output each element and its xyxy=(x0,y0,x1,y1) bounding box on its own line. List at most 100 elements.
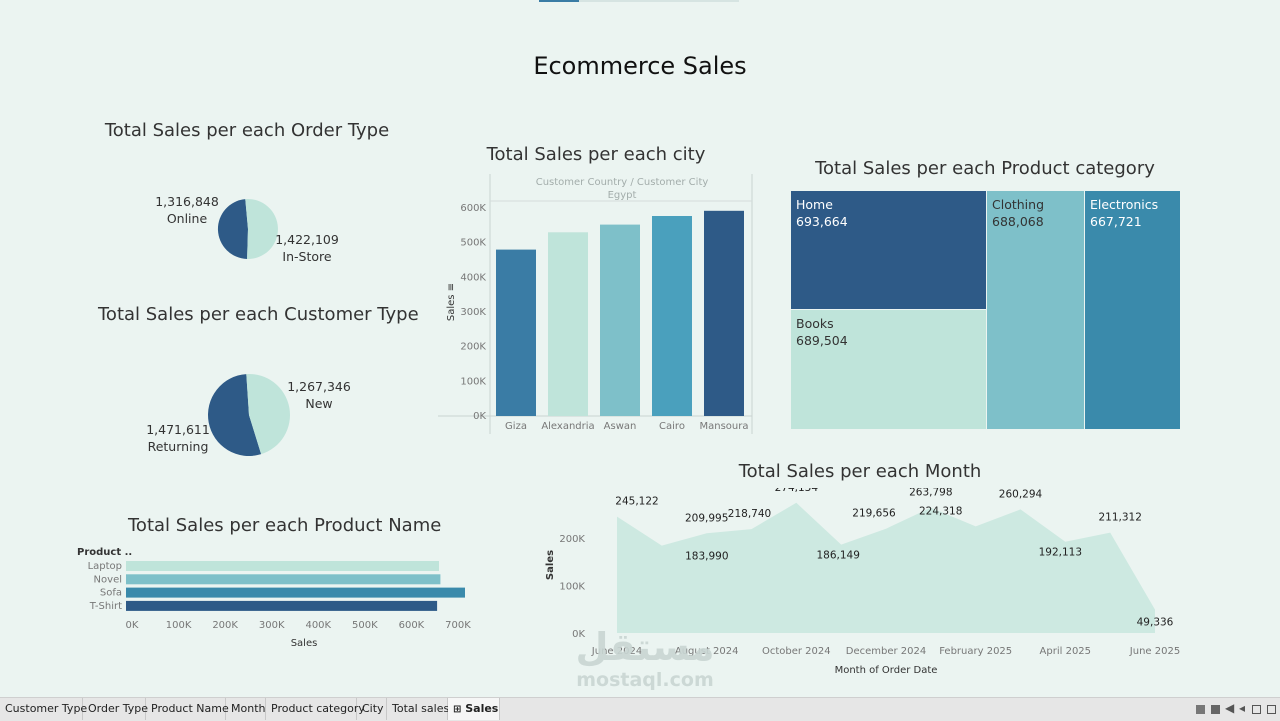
month-y-tick: 0K xyxy=(572,629,585,640)
city-bar-giza[interactable] xyxy=(496,249,536,416)
month-data-label: 245,122 xyxy=(615,496,658,508)
new-value: 1,267,346 xyxy=(287,379,351,394)
city-bar-mansoura[interactable] xyxy=(704,210,744,416)
tab-month[interactable]: Month xyxy=(226,698,266,720)
product-x-tick: 300K xyxy=(259,620,285,631)
tab-customer-type[interactable]: Customer Type xyxy=(0,698,87,720)
month-x-axis-title: Month of Order Date xyxy=(835,665,938,676)
in-store-value: 1,422,109 xyxy=(275,232,339,247)
month-chart-title: Total Sales per each Month xyxy=(738,461,982,482)
city-x-tick-aswan: Aswan xyxy=(604,421,637,432)
month-y-axis-title: Sales xyxy=(545,550,556,580)
new-slice-label: 1,267,346 New xyxy=(279,378,359,412)
month-x-tick: June 2025 xyxy=(1129,646,1180,657)
product-bar-sofa[interactable] xyxy=(126,587,465,598)
product-x-tick: 600K xyxy=(399,620,425,631)
city-x-tick-giza: Giza xyxy=(505,421,527,432)
show-sheet-sorter-icon[interactable] xyxy=(1196,705,1205,714)
treemap-cell-clothing[interactable]: Clothing 688,068 xyxy=(987,191,1085,429)
order-type-chart-title: Total Sales per each Order Type xyxy=(104,120,390,141)
online-value: 1,316,848 xyxy=(155,194,219,209)
city-y-axis-title: Sales ≡ xyxy=(446,283,457,321)
month-area-chart[interactable]: Sales Month of Order Date 0K 100K 200K 245,… xyxy=(540,488,1190,683)
treemap-electronics-name: Electronics xyxy=(1090,197,1159,212)
city-y-tick: 0K xyxy=(473,411,486,422)
month-data-label: 192,113 xyxy=(1039,547,1082,559)
city-bar-alexandria[interactable] xyxy=(548,232,588,416)
tab-order-type[interactable]: Order Type xyxy=(83,698,148,720)
treemap-cell-books[interactable]: Books 689,504 xyxy=(791,310,987,429)
city-x-tick-alexandria: Alexandria xyxy=(541,421,594,432)
city-y-tick: 100K xyxy=(460,376,486,387)
pie-slice-new[interactable] xyxy=(246,374,291,455)
treemap-cell-electronics[interactable]: Electronics 667,721 xyxy=(1085,191,1180,429)
month-data-label: 274,134 xyxy=(775,488,819,494)
watermark-latin: mostaql.com xyxy=(576,669,714,691)
tab-product-category[interactable]: Product category xyxy=(266,698,365,720)
product-name-header: Product .. xyxy=(77,547,132,558)
product-bar-laptop[interactable] xyxy=(126,561,439,571)
product-label-novel: Novel xyxy=(94,574,122,585)
treemap-books-value: 689,504 xyxy=(796,333,848,348)
order-type-pie-chart[interactable] xyxy=(212,193,284,265)
treemap-clothing-value: 688,068 xyxy=(992,214,1044,229)
in-store-label: In-Store xyxy=(282,249,332,264)
tab-city[interactable]: City xyxy=(357,698,387,720)
city-x-tick-cairo: Cairo xyxy=(659,421,685,432)
city-y-tick: 300K xyxy=(460,307,486,318)
pie-slice-in-store[interactable] xyxy=(245,199,278,260)
city-chart-header: Customer Country / Customer City xyxy=(536,177,709,188)
in-store-slice-label: 1,422,109 In-Store xyxy=(268,231,346,265)
top-scroll-thumb[interactable] xyxy=(539,0,579,2)
watermark-arabic: مستقل xyxy=(575,625,715,669)
city-bar-chart[interactable]: Customer Country / Customer City Egypt S… xyxy=(436,172,756,437)
first-sheet-icon[interactable]: ◀ xyxy=(1225,701,1235,715)
month-data-label: 183,990 xyxy=(685,551,728,563)
city-x-tick-mansoura: Mansoura xyxy=(700,421,749,432)
show-filmstrip-icon[interactable] xyxy=(1211,705,1220,714)
top-scroll-indicator xyxy=(539,0,739,2)
tab-total-sales[interactable]: Total sales xyxy=(387,698,449,720)
month-x-tick: April 2025 xyxy=(1040,646,1091,657)
returning-slice-label: 1,471,611 Returning xyxy=(138,421,218,455)
product-category-treemap[interactable]: Home 693,664 Books 689,504 Clothing 688,… xyxy=(791,191,1180,429)
treemap-electronics-value: 667,721 xyxy=(1090,214,1142,229)
month-x-tick: December 2024 xyxy=(846,646,926,657)
treemap-home-value: 693,664 xyxy=(796,214,848,229)
product-category-chart-title: Total Sales per each Product category xyxy=(815,158,1155,179)
city-bar-cairo[interactable] xyxy=(652,216,692,416)
city-y-tick: 500K xyxy=(460,238,486,249)
product-bar-novel[interactable] xyxy=(126,574,441,585)
pie-slice-returning[interactable] xyxy=(208,374,262,457)
watermark: مستقل mostaql.com xyxy=(560,625,730,691)
city-chart-title: Total Sales per each city xyxy=(486,144,706,165)
treemap-home-name: Home xyxy=(796,197,833,212)
customer-type-chart-title: Total Sales per each Customer Type xyxy=(98,304,419,325)
month-data-label: 49,336 xyxy=(1137,617,1174,629)
city-bar-aswan[interactable] xyxy=(600,224,640,416)
product-label-laptop: Laptop xyxy=(88,561,122,572)
fullscreen-icon[interactable] xyxy=(1267,705,1276,714)
month-data-label: 260,294 xyxy=(999,488,1043,500)
city-country-label: Egypt xyxy=(608,190,637,201)
treemap-clothing-name: Clothing xyxy=(992,197,1045,212)
month-y-tick: 200K xyxy=(559,534,585,545)
customer-type-pie-chart[interactable] xyxy=(203,369,295,461)
returning-label: Returning xyxy=(147,439,209,454)
online-label: Online xyxy=(166,211,208,226)
product-name-bar-chart[interactable]: Product .. Sales Laptop Novel Sofa T-Shirt 0… xyxy=(70,544,490,650)
show-tabs-icon[interactable] xyxy=(1252,705,1261,714)
city-y-tick: 400K xyxy=(460,272,486,283)
product-label-t-shirt: T-Shirt xyxy=(89,601,122,612)
month-area[interactable] xyxy=(617,502,1155,633)
tab-product-name[interactable]: Product Name xyxy=(146,698,229,720)
treemap-cell-home[interactable]: Home 693,664 xyxy=(791,191,987,310)
tab-sales-dashboard[interactable]: ⊞ Sales xyxy=(448,698,500,720)
product-name-chart-title: Total Sales per each Product Name xyxy=(128,515,442,536)
month-data-label: 211,312 xyxy=(1098,512,1141,524)
product-bar-t-shirt[interactable] xyxy=(126,600,438,611)
pie-slice-online[interactable] xyxy=(217,199,248,259)
returning-value: 1,471,611 xyxy=(146,422,210,437)
prev-sheet-icon[interactable]: ◂ xyxy=(1239,701,1246,715)
product-x-tick: 0K xyxy=(126,620,139,631)
